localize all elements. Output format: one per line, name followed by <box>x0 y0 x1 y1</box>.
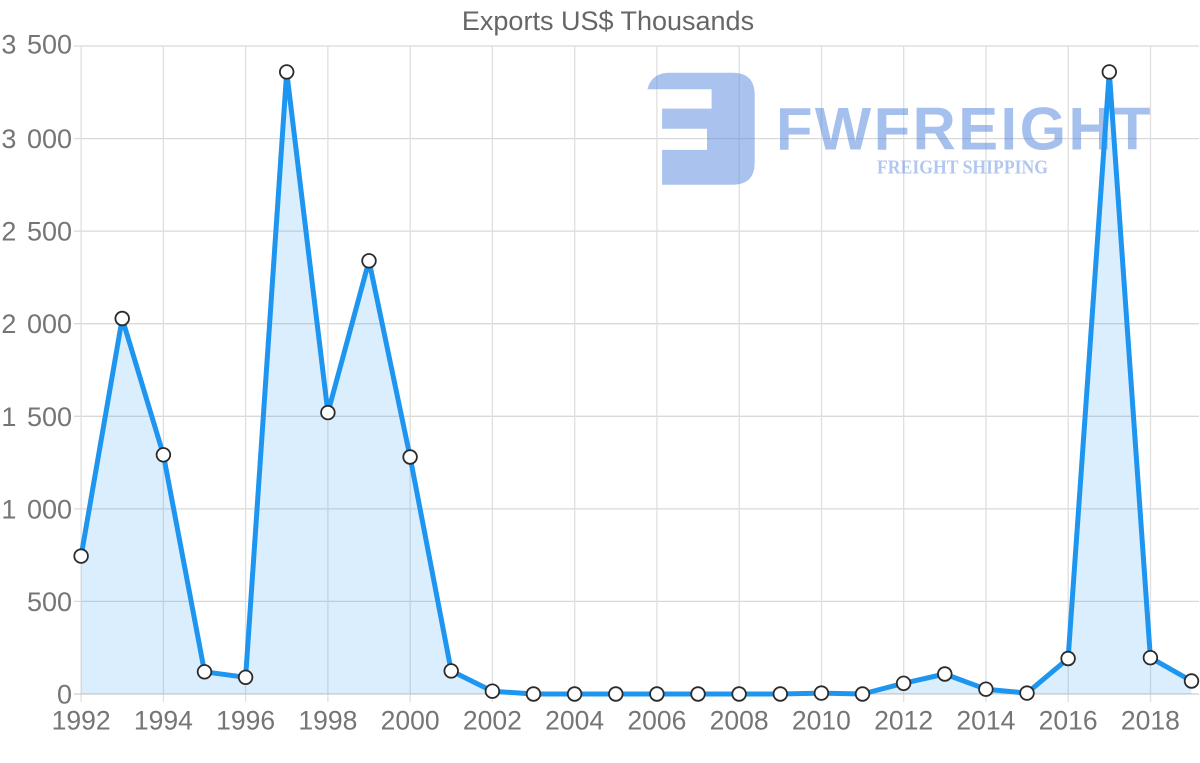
svg-text:0: 0 <box>57 680 72 710</box>
svg-text:FWFREIGHT: FWFREIGHT <box>776 95 1153 162</box>
svg-text:Exports US$ Thousands: Exports US$ Thousands <box>462 6 754 36</box>
svg-text:2008: 2008 <box>710 706 769 736</box>
svg-text:1 000: 1 000 <box>1 494 72 524</box>
svg-text:500: 500 <box>27 587 72 617</box>
svg-text:3 000: 3 000 <box>1 124 72 154</box>
svg-text:2018: 2018 <box>1121 706 1180 736</box>
svg-text:1996: 1996 <box>216 706 275 736</box>
svg-text:1994: 1994 <box>134 706 193 736</box>
svg-text:2012: 2012 <box>874 706 933 736</box>
svg-text:2 000: 2 000 <box>1 309 72 339</box>
svg-text:2 500: 2 500 <box>1 217 72 247</box>
svg-text:3 500: 3 500 <box>1 30 72 60</box>
svg-text:1998: 1998 <box>298 706 357 736</box>
svg-text:2016: 2016 <box>1039 706 1098 736</box>
svg-text:1992: 1992 <box>52 706 111 736</box>
svg-text:2000: 2000 <box>381 706 440 736</box>
svg-text:2004: 2004 <box>545 706 604 736</box>
svg-text:2014: 2014 <box>956 706 1015 736</box>
svg-text:FREIGHT SHIPPING: FREIGHT SHIPPING <box>877 156 1048 178</box>
svg-text:2010: 2010 <box>792 706 851 736</box>
svg-text:2006: 2006 <box>627 706 686 736</box>
svg-text:2002: 2002 <box>463 706 522 736</box>
svg-text:1 500: 1 500 <box>1 402 72 432</box>
